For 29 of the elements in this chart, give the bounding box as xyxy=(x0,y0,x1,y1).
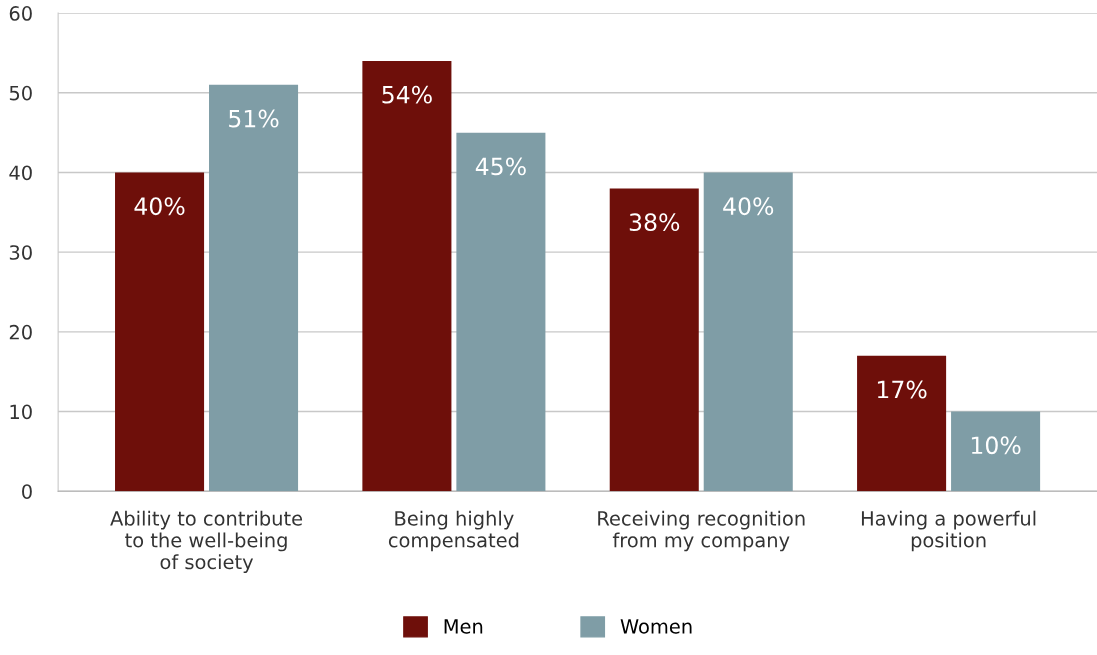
bar xyxy=(209,84,299,492)
data-label: 17% xyxy=(877,380,927,399)
legend-label: Women xyxy=(620,619,692,634)
y-tick-label: 0 xyxy=(22,484,32,499)
data-label: 45% xyxy=(475,157,526,176)
x-tick-label: Being highly compensated xyxy=(388,510,519,552)
data-label: 40% xyxy=(723,197,774,216)
bar xyxy=(456,132,546,492)
bar xyxy=(703,172,793,492)
y-tick-label: 40 xyxy=(9,165,32,181)
bar xyxy=(115,172,205,492)
bar xyxy=(362,60,452,492)
y-tick-label: 10 xyxy=(10,404,32,420)
data-label: 40% xyxy=(134,197,185,216)
data-label: 54% xyxy=(382,85,432,104)
x-tick-label: Having a powerful position xyxy=(861,510,1036,552)
bar xyxy=(951,411,1041,492)
data-label: 51% xyxy=(229,109,279,128)
bar xyxy=(609,188,699,492)
y-tick-label: 20 xyxy=(9,324,32,340)
y-tick-label: 50 xyxy=(9,85,32,101)
data-label: 10% xyxy=(971,436,1021,455)
x-tick-label: Receiving recognition from my company xyxy=(598,510,805,552)
bar xyxy=(857,355,947,492)
y-tick-label: 60 xyxy=(9,6,32,21)
y-tick-label: 30 xyxy=(9,245,32,260)
data-label: 38% xyxy=(629,213,680,232)
x-tick-label: Ability to contribute to the well-being of society xyxy=(110,510,303,574)
legend-label: Men xyxy=(444,619,483,634)
